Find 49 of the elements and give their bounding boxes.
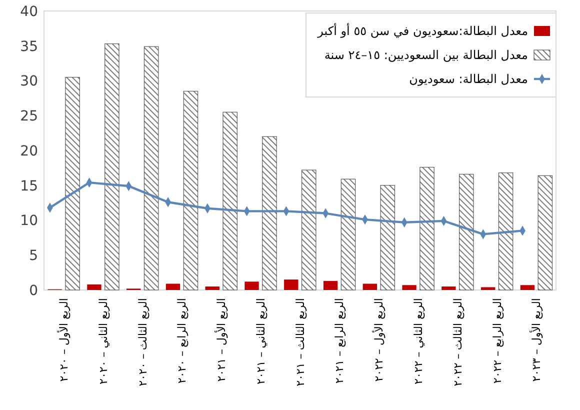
- x-tick-label: الربع الرابع – ٢٠٢٠: [176, 298, 189, 384]
- bar: [205, 286, 220, 290]
- x-tick-label: الربع الثالث – ٢٠٢١: [294, 298, 307, 386]
- x-tick-label: الربع الأول – ٢٠٢١: [214, 298, 228, 382]
- x-tick-label: الربع الثالث – ٢٠٢٢: [451, 298, 464, 386]
- x-tick-label: الربع الأول – ٢٠٢٣: [529, 298, 544, 382]
- bar: [87, 284, 102, 290]
- y-tick-label: 10: [20, 213, 38, 230]
- bar: [244, 282, 259, 290]
- x-tick-label: الربع الثالث – ٢٠٢٠: [136, 298, 150, 386]
- bar: [380, 185, 396, 290]
- x-tick-label: الربع الثاني – ٢٠٢٢: [412, 298, 426, 384]
- bar: [498, 172, 514, 290]
- x-tick-label: الربع الأول – ٢٠٢٢: [372, 298, 386, 382]
- bar: [262, 136, 277, 290]
- bar: [362, 284, 377, 290]
- bar: [104, 43, 120, 290]
- bar: [480, 287, 496, 290]
- bar: [284, 280, 298, 290]
- bar: [538, 175, 553, 290]
- bar: [222, 112, 238, 290]
- bar: [323, 280, 338, 290]
- x-tick-label: الربع الرابع – ٢٠٢١: [333, 298, 346, 384]
- x-tick-label: الربع الثاني – ٢٠٢٠: [96, 298, 110, 384]
- legend-label: معدل البطالة بين السعوديين: ١٥–٢٤ سنة: [324, 48, 528, 62]
- bar: [442, 286, 456, 290]
- bar: [166, 284, 180, 290]
- x-tick-label: الربع الثاني – ٢٠٢١: [254, 298, 268, 384]
- y-tick-label: 0: [29, 282, 38, 299]
- x-tick-label: الربع الرابع – ٢٠٢٢: [490, 298, 504, 384]
- bar: [520, 285, 535, 290]
- legend-label: معدل البطالة:سعوديون في سن ٥٥ أو أكبر: [316, 23, 528, 38]
- y-tick-label: 30: [20, 74, 38, 90]
- y-tick-label: 35: [20, 38, 38, 55]
- y-tick-label: 5: [29, 248, 38, 264]
- y-tick-label: 40: [20, 4, 38, 20]
- legend-label: معدل البطالة: سعوديون: [409, 72, 528, 86]
- bar: [65, 76, 80, 290]
- bar: [144, 46, 159, 290]
- bar: [183, 90, 198, 290]
- y-tick-label: 15: [20, 178, 38, 194]
- x-tick-label: الربع الأول – ٢٠٢٠: [56, 298, 71, 382]
- bar: [459, 174, 474, 290]
- y-tick-label: 25: [20, 108, 38, 125]
- bar: [420, 166, 434, 290]
- bar: [301, 170, 316, 290]
- bar: [402, 285, 416, 290]
- y-tick-label: 20: [20, 143, 38, 160]
- bar: [340, 178, 356, 290]
